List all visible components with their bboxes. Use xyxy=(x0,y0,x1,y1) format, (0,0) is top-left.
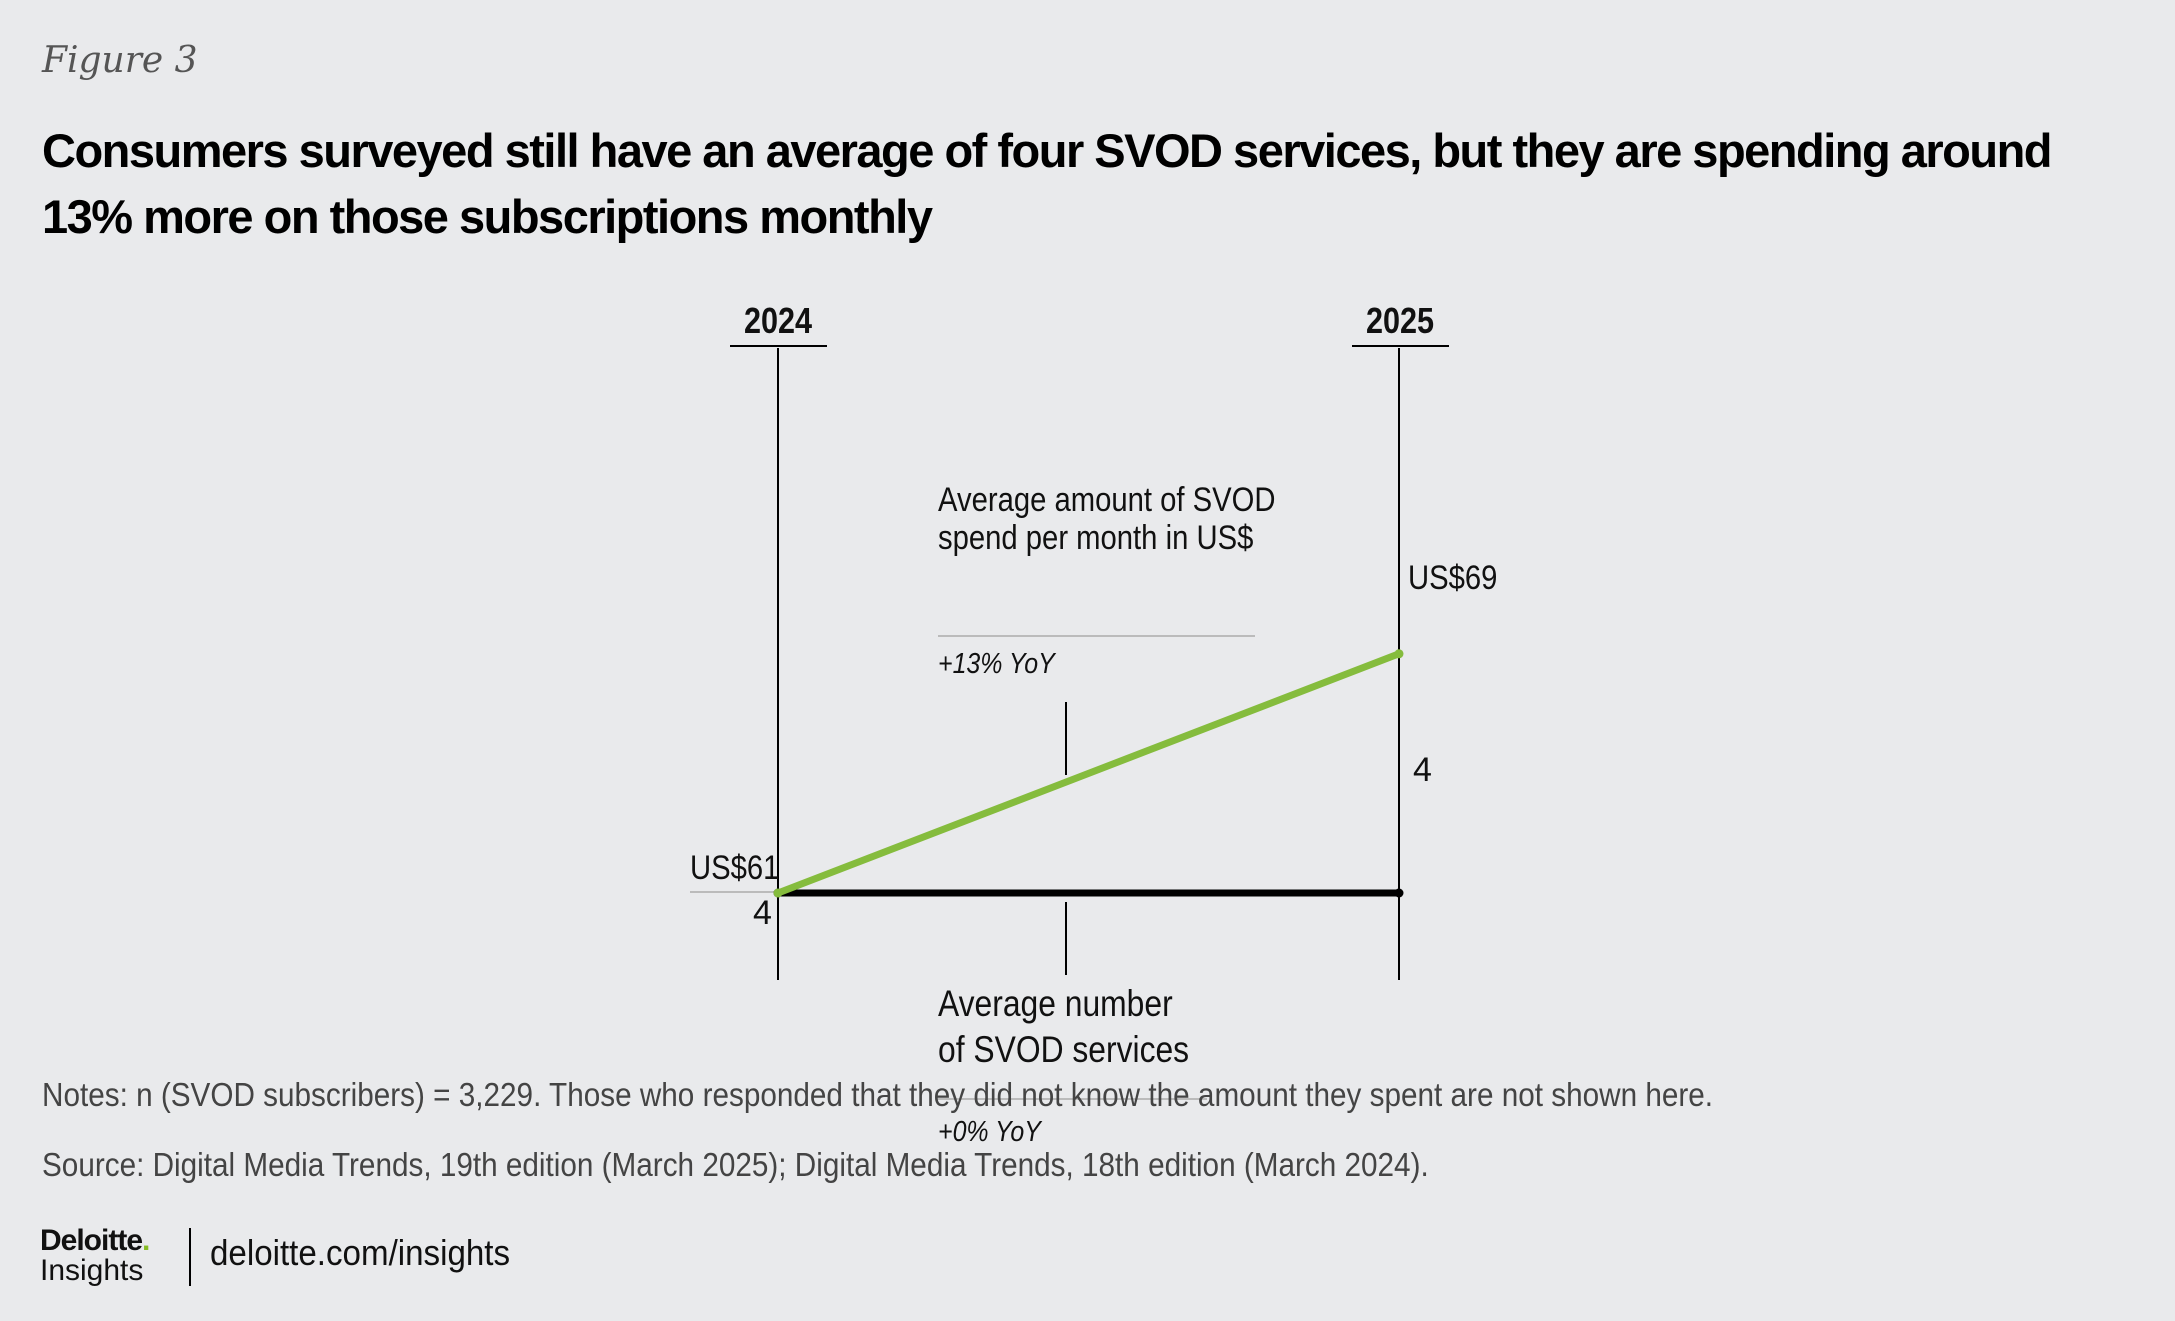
chart-title: Consumers surveyed still have an average… xyxy=(42,124,2053,243)
number-annotation-line2: of SVOD services xyxy=(938,1029,1190,1070)
category-label-2025: 2025 xyxy=(1365,300,1435,341)
series-line-spend-point xyxy=(773,888,783,898)
logo-top: Deloitte xyxy=(40,1224,143,1257)
deloitte-insights-logo: Deloitte. Insights xyxy=(40,1224,150,1287)
figure-label: Figure 3 xyxy=(42,40,198,81)
data-label-number-2025: 4 xyxy=(1413,751,1432,789)
spend-annotation-line2: spend per month in US$ xyxy=(938,519,1254,557)
spend-change-label: +13% YoY xyxy=(938,648,1055,680)
series-line-spend-point xyxy=(1394,649,1404,659)
number-change-label: +0% YoY xyxy=(938,1116,1041,1148)
spend-annotation-line1: Average amount of SVOD xyxy=(938,481,1276,519)
data-label-number-2024: 4 xyxy=(753,894,772,932)
category-label-2024: 2024 xyxy=(743,300,813,341)
data-label-spend-2025: US$69 xyxy=(1408,559,1498,597)
footer-url[interactable]: deloitte.com/insights xyxy=(210,1232,511,1273)
series-line-spend xyxy=(774,650,1403,897)
number-annotation-line1: Average number xyxy=(938,983,1173,1024)
source: Source: Digital Media Trends, 19th editi… xyxy=(42,1146,1429,1183)
logo-dot-icon: . xyxy=(142,1224,150,1257)
data-label-spend-2024: US$61 xyxy=(690,849,780,887)
footer-divider xyxy=(189,1228,191,1286)
logo-bottom: Insights xyxy=(40,1254,144,1287)
series-line-number-point xyxy=(1394,888,1404,898)
notes: Notes: n (SVOD subscribers) = 3,229. Tho… xyxy=(42,1076,1714,1113)
